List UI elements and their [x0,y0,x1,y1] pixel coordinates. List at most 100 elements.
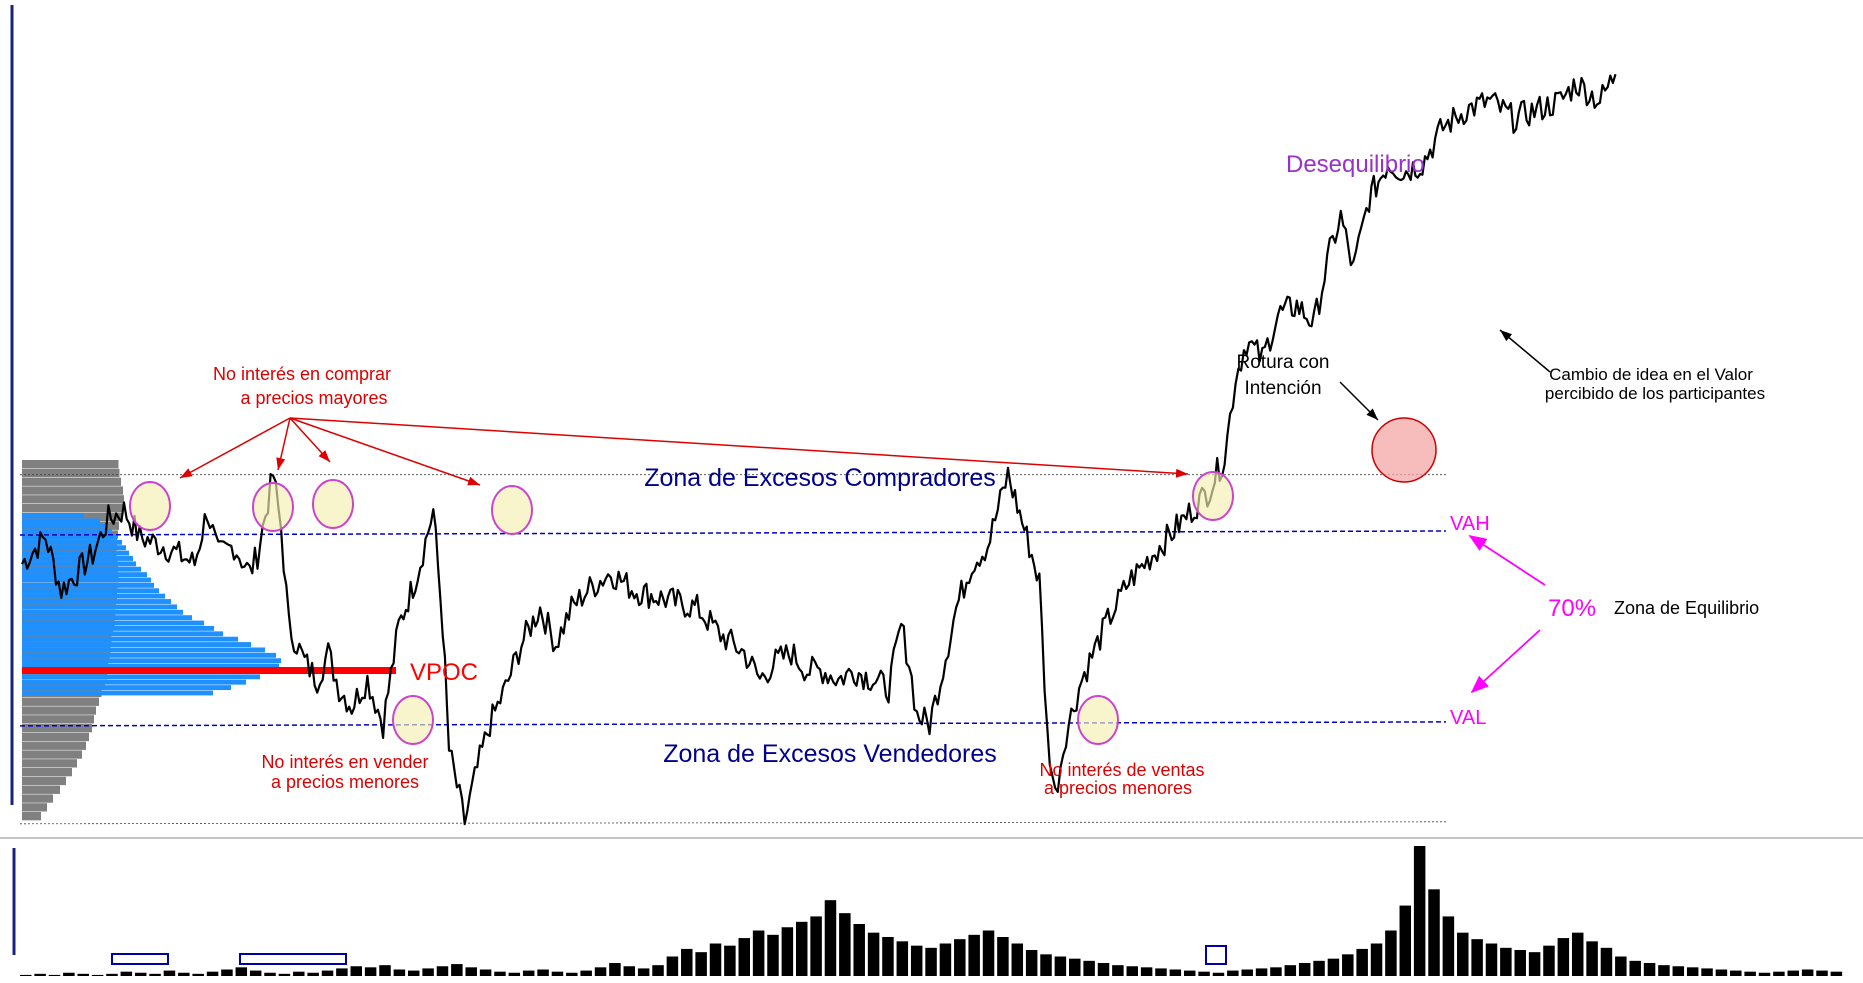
volume-bar [1730,970,1742,976]
volume-bar [1227,970,1239,976]
volume-bar [321,970,334,976]
volume-bar [566,972,578,976]
profile-bar-blue [22,625,214,631]
volume-bar [1198,971,1210,976]
volume-bar [1773,971,1785,976]
volume-bar [1413,846,1426,976]
arrow-to-vah [1468,535,1546,586]
volume-bar [1457,932,1469,976]
volume-bar [681,948,693,976]
no-buy-annotation-line2: a precios mayores [240,388,387,408]
sellers-excess-zone-label: Zona de Excesos Vendedores [663,740,997,768]
volume-bar [1787,970,1800,976]
profile-bar-blue [22,679,246,685]
profile-bar-grey [22,785,60,794]
volume-bar [781,927,794,976]
profile-bar-grey [22,750,82,759]
volume-bar [1528,952,1541,976]
volume-bar [465,967,477,976]
volume-bar [623,966,636,976]
profile-bar-blue [22,566,141,572]
profile-bar-blue [22,545,126,551]
no-sell-annotation-line2: a precios menores [271,772,419,792]
volume-bar [451,964,463,976]
profile-bar-grey [22,776,66,786]
volume-bar [1385,930,1397,976]
volume-bar [508,972,521,976]
profile-bar-blue [22,593,165,599]
profile-bar-grey [22,724,92,733]
volume-bar [1485,943,1498,976]
volume-bar [1270,967,1282,976]
profile-bar-grey [22,812,41,821]
arrow-breakout [1339,381,1379,421]
breakout-annotation-line1: Rotura con [1237,352,1330,373]
volume-bar [695,952,707,976]
excess-highlight-ellipse [1077,695,1119,745]
price-line [21,73,1617,826]
volume-bar [1686,967,1699,976]
volume-bar [479,969,492,976]
volume-bar [149,973,161,976]
profile-bar-blue [22,513,84,518]
volume-bar [1399,905,1412,976]
volume-bar [1643,963,1656,976]
volume-bar [120,971,133,976]
volume-bar [1025,950,1038,976]
volume-bar [34,973,46,976]
profile-bar-blue [22,556,133,561]
volume-bar [925,947,937,976]
volume-bar [1327,958,1340,976]
volume-bar [163,970,176,976]
profile-bar-grey [22,768,72,777]
volume-bar [867,932,880,976]
profile-bar-blue [22,658,281,664]
profile-bar-grey [22,706,96,715]
volume-bar [278,973,291,976]
volume-bar [1284,965,1297,976]
arrow-no-buy-3 [289,417,331,463]
volume-bar [522,970,535,976]
volume-marker-box-1 [111,953,169,965]
volume-bar [1801,969,1814,976]
volume-bar [738,938,750,976]
profile-bar-blue [22,615,192,621]
volume-bar [1586,941,1598,976]
volume-marker-box-2 [239,953,347,965]
volume-bar [810,916,822,976]
imbalance-label: Desequilibrio [1286,151,1425,178]
profile-bar-grey [22,504,123,513]
volume-bar [824,900,837,976]
volume-marker-box-3 [1205,945,1227,965]
volume-bar [997,937,1009,976]
profile-bar-blue [22,577,151,583]
volume-bar [1313,960,1325,976]
volume-bar [839,913,851,976]
volume-bar [1629,960,1641,976]
excess-highlights [129,471,1234,745]
volume-bar [795,921,808,976]
volume-bar [1615,956,1627,976]
profile-bar-grey [22,468,120,478]
profile-bar-blue [22,604,177,610]
profile-bar-blue [22,539,122,545]
volume-bar [1715,969,1728,976]
profile-bar-grey [22,732,89,742]
volume-bar [1471,939,1483,976]
value-change-annotation-line2: percibido de los participantes [1545,384,1765,403]
profile-bar-blue [22,652,276,658]
volume-bar [91,974,104,976]
price-series [21,73,1617,826]
volume-bar [1830,971,1843,976]
arrow-no-buy-4 [289,417,481,486]
profile-bar-blue [22,523,108,529]
volume-bar [422,968,434,976]
profile-bar-grey [22,803,47,812]
volume-bar [1744,971,1756,976]
volume-histogram [20,846,1843,976]
excess-highlight-ellipse [491,485,533,535]
vah-label: VAH [1450,513,1490,535]
volume-bar [178,972,190,976]
volume-bar [1600,947,1613,976]
vah-line [19,530,1447,536]
